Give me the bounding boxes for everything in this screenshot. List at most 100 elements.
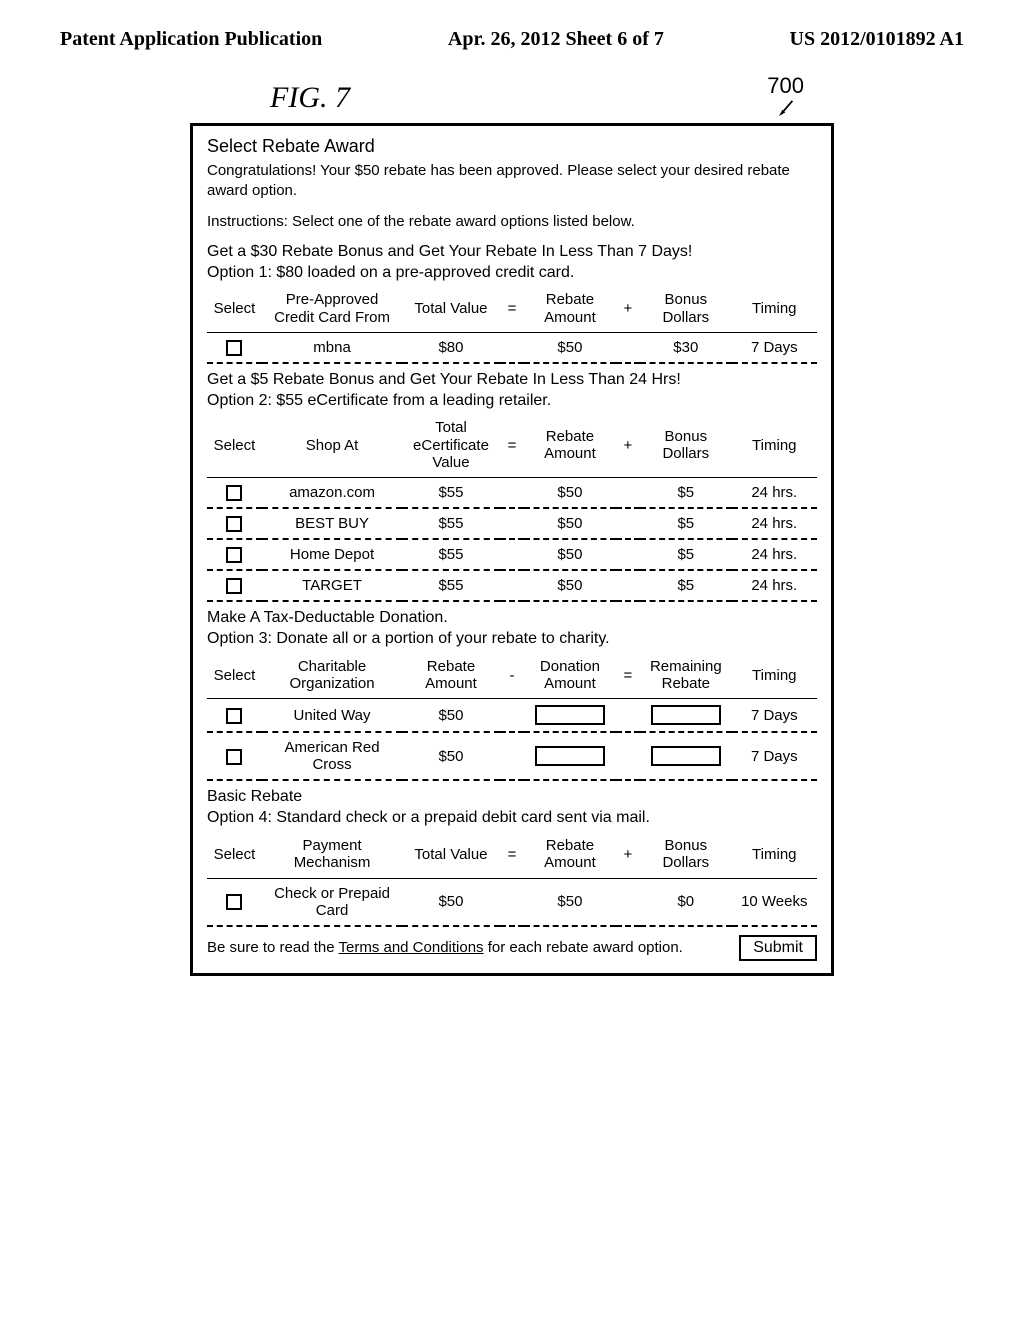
cell-total: $80 <box>402 332 500 363</box>
donation-amount-input[interactable] <box>535 746 605 766</box>
option1-table: Select Pre-Approved Credit Card From Tot… <box>207 285 817 364</box>
cell-rebate: $50 <box>524 570 616 601</box>
panel-footer: Be sure to read the Terms and Conditions… <box>207 935 817 961</box>
cell-name: BEST BUY <box>262 508 402 539</box>
th-rebate: Rebate Amount <box>524 413 616 477</box>
cell-bonus: $5 <box>640 570 732 601</box>
option2-bestbuy-checkbox[interactable] <box>226 516 242 532</box>
option2-target-checkbox[interactable] <box>226 578 242 594</box>
donation-amount-input[interactable] <box>535 705 605 725</box>
cell-name: United Way <box>262 699 402 733</box>
terms-and-conditions-link[interactable]: Terms and Conditions <box>338 939 483 956</box>
cell-name: American Red Cross <box>262 732 402 780</box>
table-header-row: Select Charitable Organization Rebate Am… <box>207 652 817 699</box>
cell-total: $55 <box>402 478 500 509</box>
option2-amazon-checkbox[interactable] <box>226 485 242 501</box>
th-select: Select <box>207 831 262 878</box>
cell-name: Home Depot <box>262 539 402 570</box>
option4-check-checkbox[interactable] <box>226 894 242 910</box>
option4-table: Select Payment Mechanism Total Value = R… <box>207 831 817 927</box>
th-eq: = <box>616 652 640 699</box>
panel-lead: Congratulations! Your $50 rebate has bee… <box>207 161 817 202</box>
cell-rebate: $50 <box>402 699 500 733</box>
header-center: Apr. 26, 2012 Sheet 6 of 7 <box>448 28 664 51</box>
th-plus: + <box>616 413 640 477</box>
reference-arrow-icon <box>778 99 796 117</box>
cell-bonus: $5 <box>640 539 732 570</box>
panel-instructions: Instructions: Select one of the rebate a… <box>207 212 817 232</box>
table-header-row: Select Payment Mechanism Total Value = R… <box>207 831 817 878</box>
th-rebate: Rebate Amount <box>524 831 616 878</box>
terms-text: Be sure to read the Terms and Conditions… <box>207 939 683 956</box>
cell-total: $55 <box>402 539 500 570</box>
cell-rebate: $50 <box>524 508 616 539</box>
th-donation: Donation Amount <box>524 652 616 699</box>
option4-header: Basic Rebate Option 4: Standard check or… <box>207 787 817 829</box>
option1-mbna-checkbox[interactable] <box>226 340 242 356</box>
cell-rebate: $50 <box>524 332 616 363</box>
option1-sub: Option 1: $80 loaded on a pre-approved c… <box>207 264 574 281</box>
cell-timing: 24 hrs. <box>732 478 817 509</box>
terms-post: for each rebate award option. <box>484 939 683 956</box>
option3-redcross-checkbox[interactable] <box>226 749 242 765</box>
cell-name: Check or Prepaid Card <box>262 878 402 926</box>
option3-headline: Make A Tax-Deductable Donation. <box>207 609 448 626</box>
option3-header: Make A Tax-Deductable Donation. Option 3… <box>207 608 817 650</box>
th-total: Total Value <box>402 831 500 878</box>
th-remain: Remaining Rebate <box>640 652 732 699</box>
cell-timing: 7 Days <box>732 699 817 733</box>
table-row: TARGET $55 $50 $5 24 hrs. <box>207 570 817 601</box>
th-name: Charitable Organization <box>262 652 402 699</box>
cell-name: TARGET <box>262 570 402 601</box>
option1-header: Get a $30 Rebate Bonus and Get Your Reba… <box>207 242 817 284</box>
option2-homedepot-checkbox[interactable] <box>226 547 242 563</box>
table-row: American Red Cross $50 7 Days <box>207 732 817 780</box>
th-total: Total Value <box>402 285 500 332</box>
th-rebate: Rebate Amount <box>402 652 500 699</box>
table-row: mbna $80 $50 $30 7 Days <box>207 332 817 363</box>
header-right: US 2012/0101892 A1 <box>790 28 964 51</box>
cell-total: $55 <box>402 508 500 539</box>
remaining-rebate-input[interactable] <box>651 705 721 725</box>
table-row: United Way $50 7 Days <box>207 699 817 733</box>
th-bonus: Bonus Dollars <box>640 831 732 878</box>
table-row: BEST BUY $55 $50 $5 24 hrs. <box>207 508 817 539</box>
option3-table: Select Charitable Organization Rebate Am… <box>207 652 817 782</box>
th-bonus: Bonus Dollars <box>640 285 732 332</box>
cell-bonus: $5 <box>640 508 732 539</box>
remaining-rebate-input[interactable] <box>651 746 721 766</box>
cell-total: $50 <box>402 878 500 926</box>
panel-title: Select Rebate Award <box>207 136 817 157</box>
option1-headline: Get a $30 Rebate Bonus and Get Your Reba… <box>207 243 692 260</box>
th-select: Select <box>207 413 262 477</box>
th-timing: Timing <box>732 831 817 878</box>
option4-headline: Basic Rebate <box>207 788 302 805</box>
terms-pre: Be sure to read the <box>207 939 338 956</box>
th-select: Select <box>207 285 262 332</box>
th-minus: - <box>500 652 524 699</box>
figure-caption-row: FIG. 7 700 <box>0 63 1024 119</box>
th-plus: + <box>616 285 640 332</box>
table-header-row: Select Pre-Approved Credit Card From Tot… <box>207 285 817 332</box>
header-left: Patent Application Publication <box>60 28 322 51</box>
th-timing: Timing <box>732 413 817 477</box>
cell-total: $55 <box>402 570 500 601</box>
th-select: Select <box>207 652 262 699</box>
cell-name: amazon.com <box>262 478 402 509</box>
table-row: amazon.com $55 $50 $5 24 hrs. <box>207 478 817 509</box>
th-rebate: Rebate Amount <box>524 285 616 332</box>
option2-table: Select Shop At Total eCertificate Value … <box>207 413 817 602</box>
th-timing: Timing <box>732 652 817 699</box>
submit-button[interactable]: Submit <box>739 935 817 961</box>
rebate-award-panel: Select Rebate Award Congratulations! You… <box>190 123 834 976</box>
th-timing: Timing <box>732 285 817 332</box>
option2-headline: Get a $5 Rebate Bonus and Get Your Rebat… <box>207 371 681 388</box>
option4-sub: Option 4: Standard check or a prepaid de… <box>207 809 650 826</box>
th-name: Pre-Approved Credit Card From <box>262 285 402 332</box>
cell-timing: 10 Weeks <box>732 878 817 926</box>
publication-header: Patent Application Publication Apr. 26, … <box>0 0 1024 63</box>
option3-sub: Option 3: Donate all or a portion of you… <box>207 630 610 647</box>
option3-unitedway-checkbox[interactable] <box>226 708 242 724</box>
cell-timing: 24 hrs. <box>732 539 817 570</box>
cell-rebate: $50 <box>524 878 616 926</box>
